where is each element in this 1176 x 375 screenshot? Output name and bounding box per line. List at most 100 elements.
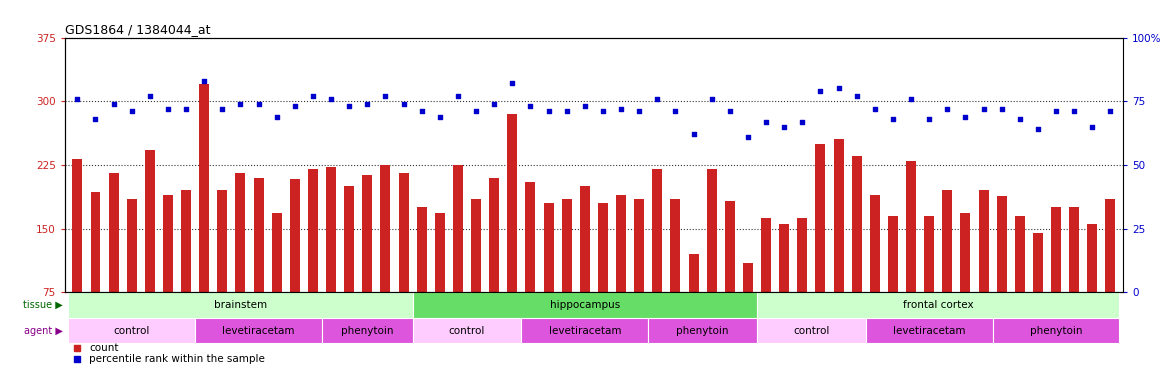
Bar [1069, 207, 1080, 356]
Point [1101, 108, 1120, 114]
Point [775, 124, 794, 130]
Text: control: control [449, 326, 486, 336]
Text: phenytoin: phenytoin [676, 326, 729, 336]
Bar [834, 140, 843, 356]
Bar [68, 292, 413, 318]
Bar [68, 318, 195, 344]
Bar [345, 186, 354, 356]
Point [594, 108, 613, 114]
Bar [416, 207, 427, 356]
Bar [435, 213, 445, 356]
Point [847, 93, 866, 99]
Bar [91, 192, 100, 356]
Bar [108, 173, 119, 356]
Point [322, 96, 341, 102]
Point [68, 96, 87, 102]
Point [105, 101, 123, 107]
Bar [163, 195, 173, 356]
Bar [1051, 207, 1061, 356]
Point [213, 106, 232, 112]
Bar [616, 195, 626, 356]
Bar [326, 168, 336, 356]
Bar [743, 262, 753, 356]
Point [721, 108, 740, 114]
Bar [73, 159, 82, 356]
Point [920, 116, 938, 122]
Bar [866, 318, 993, 344]
Point [684, 131, 703, 137]
Bar [489, 178, 499, 356]
Point [340, 104, 359, 110]
Point [140, 93, 159, 99]
Bar [1088, 224, 1097, 356]
Point [413, 108, 432, 114]
Bar [254, 178, 263, 356]
Point [557, 108, 576, 114]
Bar [507, 114, 517, 356]
Bar [997, 196, 1007, 356]
Bar [597, 203, 608, 356]
Bar [653, 169, 662, 356]
Point [176, 106, 195, 112]
Text: count: count [89, 344, 119, 354]
Point [430, 114, 449, 120]
Point [1029, 126, 1048, 132]
Bar [413, 318, 521, 344]
Bar [199, 84, 209, 356]
Bar [1015, 216, 1024, 356]
Point [286, 104, 305, 110]
Bar [399, 173, 408, 356]
Bar [978, 190, 989, 356]
Bar [381, 165, 390, 356]
Bar [472, 199, 481, 356]
Point [485, 101, 503, 107]
Bar [689, 254, 699, 356]
Bar [888, 216, 898, 356]
Bar [308, 169, 318, 356]
Bar [580, 186, 590, 356]
Bar [961, 213, 970, 356]
Bar [761, 219, 771, 356]
Text: hippocampus: hippocampus [549, 300, 620, 310]
Bar [322, 318, 413, 344]
Point [793, 118, 811, 124]
Bar [235, 173, 246, 356]
Text: phenytoin: phenytoin [341, 326, 394, 336]
Text: control: control [793, 326, 829, 336]
Text: tissue ▶: tissue ▶ [22, 300, 62, 310]
Point [902, 96, 921, 102]
Bar [942, 190, 953, 356]
Bar [724, 201, 735, 356]
Bar [289, 179, 300, 356]
Bar [413, 292, 757, 318]
Text: levetiracetam: levetiracetam [548, 326, 621, 336]
Bar [707, 169, 716, 356]
Point [394, 101, 413, 107]
Point [1083, 124, 1102, 130]
Text: phenytoin: phenytoin [1030, 326, 1082, 336]
Bar [1105, 199, 1115, 356]
Bar [757, 292, 1120, 318]
Point [521, 104, 540, 110]
Bar [851, 156, 862, 356]
Point [866, 106, 884, 112]
Bar [648, 318, 757, 344]
Text: agent ▶: agent ▶ [24, 326, 62, 336]
Bar [562, 199, 572, 356]
Point [376, 93, 395, 99]
Bar [906, 161, 916, 356]
Point [666, 108, 684, 114]
Bar [145, 150, 155, 356]
Point [230, 101, 249, 107]
Bar [670, 199, 681, 356]
Bar [218, 190, 227, 356]
Bar [362, 175, 373, 356]
Bar [526, 182, 535, 356]
Point [195, 78, 214, 84]
Text: levetiracetam: levetiracetam [893, 326, 965, 336]
Point [1047, 108, 1065, 114]
Bar [993, 318, 1120, 344]
Point [267, 114, 286, 120]
Text: GDS1864 / 1384044_at: GDS1864 / 1384044_at [65, 23, 211, 36]
Bar [780, 224, 789, 356]
